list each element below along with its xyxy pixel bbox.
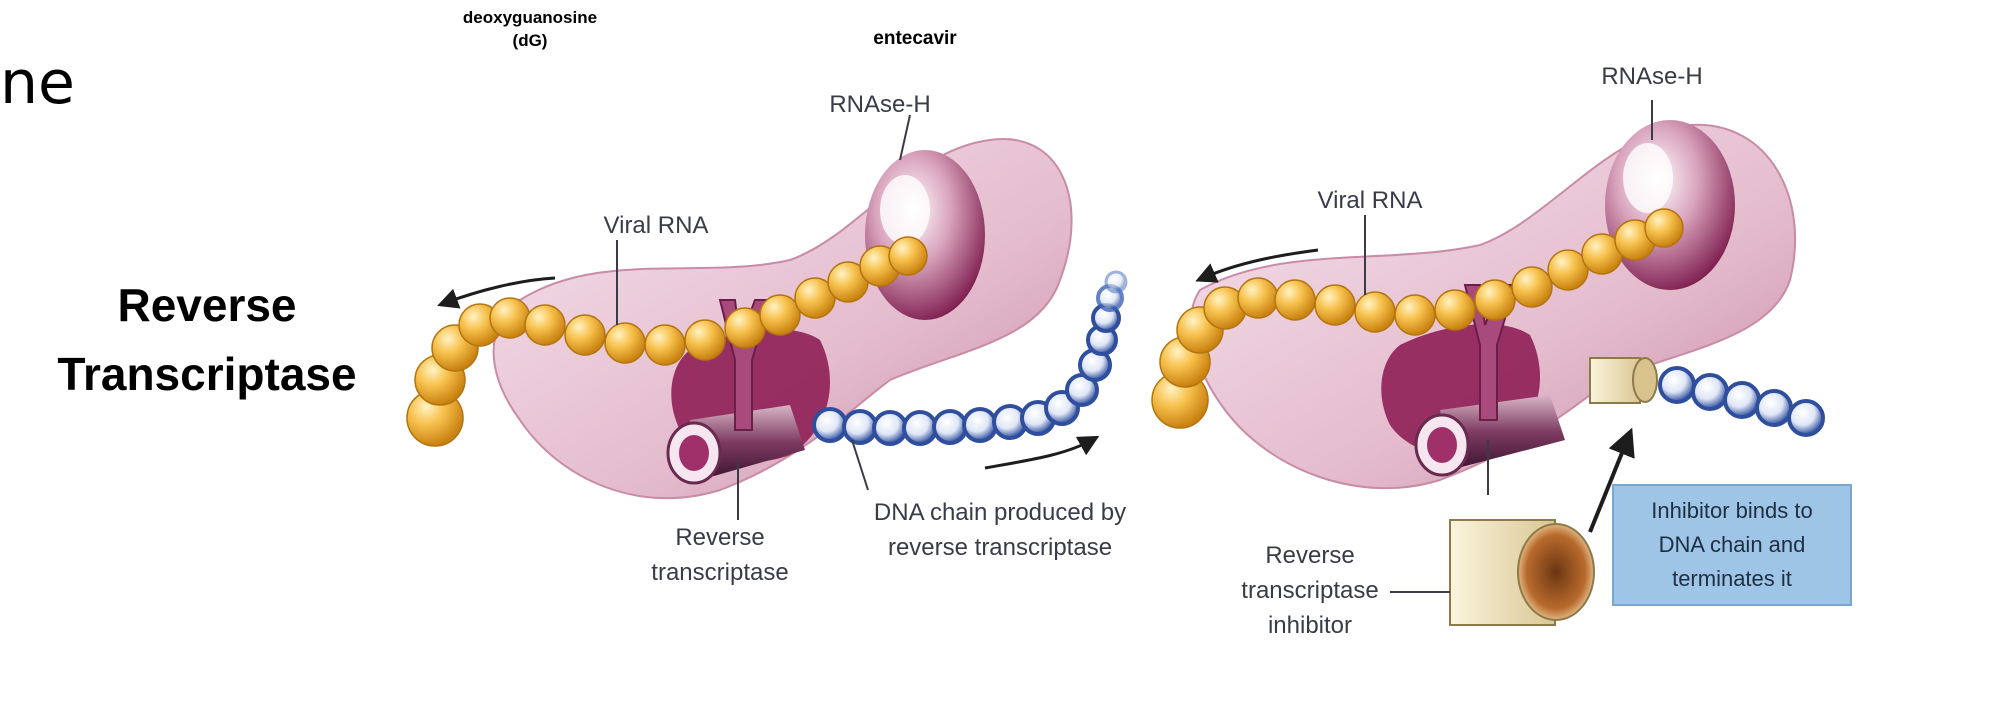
callout-line3: terminates it — [1672, 566, 1792, 591]
right-inhibitor-label-line2: transcriptase — [1241, 577, 1378, 604]
rnase-h-lobe — [865, 150, 985, 320]
rnase-h-lobe — [1605, 120, 1735, 290]
callout-line2: DNA chain and — [1659, 532, 1806, 557]
top-label-entecavir: entecavir — [873, 28, 957, 49]
right-inhibitor-label-line1: Reverse — [1265, 542, 1354, 569]
partial-word: ne — [0, 48, 75, 118]
left-rt-label-line2: transcriptase — [651, 559, 788, 586]
bound-inhibitor — [1589, 357, 1658, 404]
inhibitor-callout-box — [1612, 484, 1852, 606]
right-inhibitor-label-line3: inhibitor — [1268, 612, 1352, 639]
left-dna-label-line1: DNA chain produced by — [874, 499, 1126, 526]
top-label-deoxyguanosine: deoxyguanosine — [462, 8, 598, 27]
viral-rna-chain — [1151, 208, 1684, 429]
left-rnase-label: RNAse-H — [829, 91, 930, 118]
callout-line1: Inhibitor binds to — [1651, 498, 1812, 523]
binding-arrow — [1588, 427, 1635, 533]
left-dna-label-line2: reverse transcriptase — [888, 534, 1112, 561]
rna-direction-arrow — [1195, 248, 1319, 283]
right-rnase-label: RNAse-H — [1601, 63, 1702, 90]
top-label-dg-abbrev: (dG) — [512, 31, 548, 50]
dna-chain — [812, 270, 1128, 446]
dna-chain — [1658, 366, 1825, 437]
slide-title-line-2: Transcriptase — [57, 348, 357, 400]
dna-direction-arrow — [984, 435, 1100, 470]
rna-direction-arrow — [437, 276, 556, 309]
right-viral-rna-label: Viral RNA — [1318, 187, 1423, 214]
right-panel: Inhibitor binds to DNA chain and termina… — [1151, 63, 1852, 639]
free-inhibitor — [1449, 519, 1595, 626]
slide-title-line-1: Reverse — [117, 279, 297, 331]
left-viral-rna-label: Viral RNA — [604, 212, 709, 239]
left-rt-label-line1: Reverse — [675, 524, 764, 551]
viral-rna-chain — [406, 236, 928, 447]
rt-tube — [666, 405, 805, 485]
left-panel: RNAse-H Viral RNA Reverse transcriptase … — [406, 91, 1128, 586]
rt-tube — [1414, 395, 1565, 477]
